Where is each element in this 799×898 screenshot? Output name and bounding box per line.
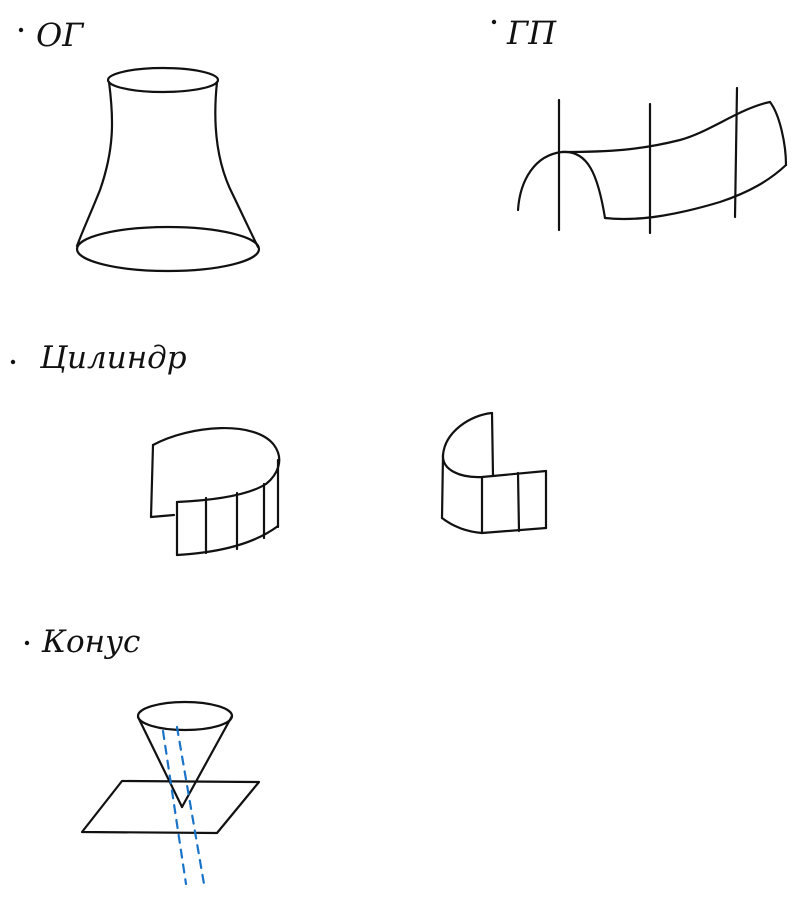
hyperbolic-cylinder-sketch [516,86,788,235]
cone-axis-dashed [161,729,188,886]
section-cone: Конус [24,624,261,886]
section-cylinder: Цилиндр [10,340,548,557]
hyperboloid-sketch [75,66,261,273]
bullet-cylinder [10,359,16,365]
section-og: ОГ [18,16,261,273]
section-gp: ГП [491,14,788,235]
bullet-gp [491,19,497,25]
parabolic-cylinder-sketch [440,411,548,535]
label-cylinder: Цилиндр [39,340,187,376]
elliptic-cylinder-sketch [149,427,281,557]
label-og: ОГ [36,16,85,54]
label-cone: Конус [41,624,140,660]
cone-axis-dashed [175,725,206,886]
bullet-og [18,27,24,33]
cone-sketch [80,700,261,886]
label-gp: ГП [506,14,557,52]
bullet-cone [24,640,30,646]
